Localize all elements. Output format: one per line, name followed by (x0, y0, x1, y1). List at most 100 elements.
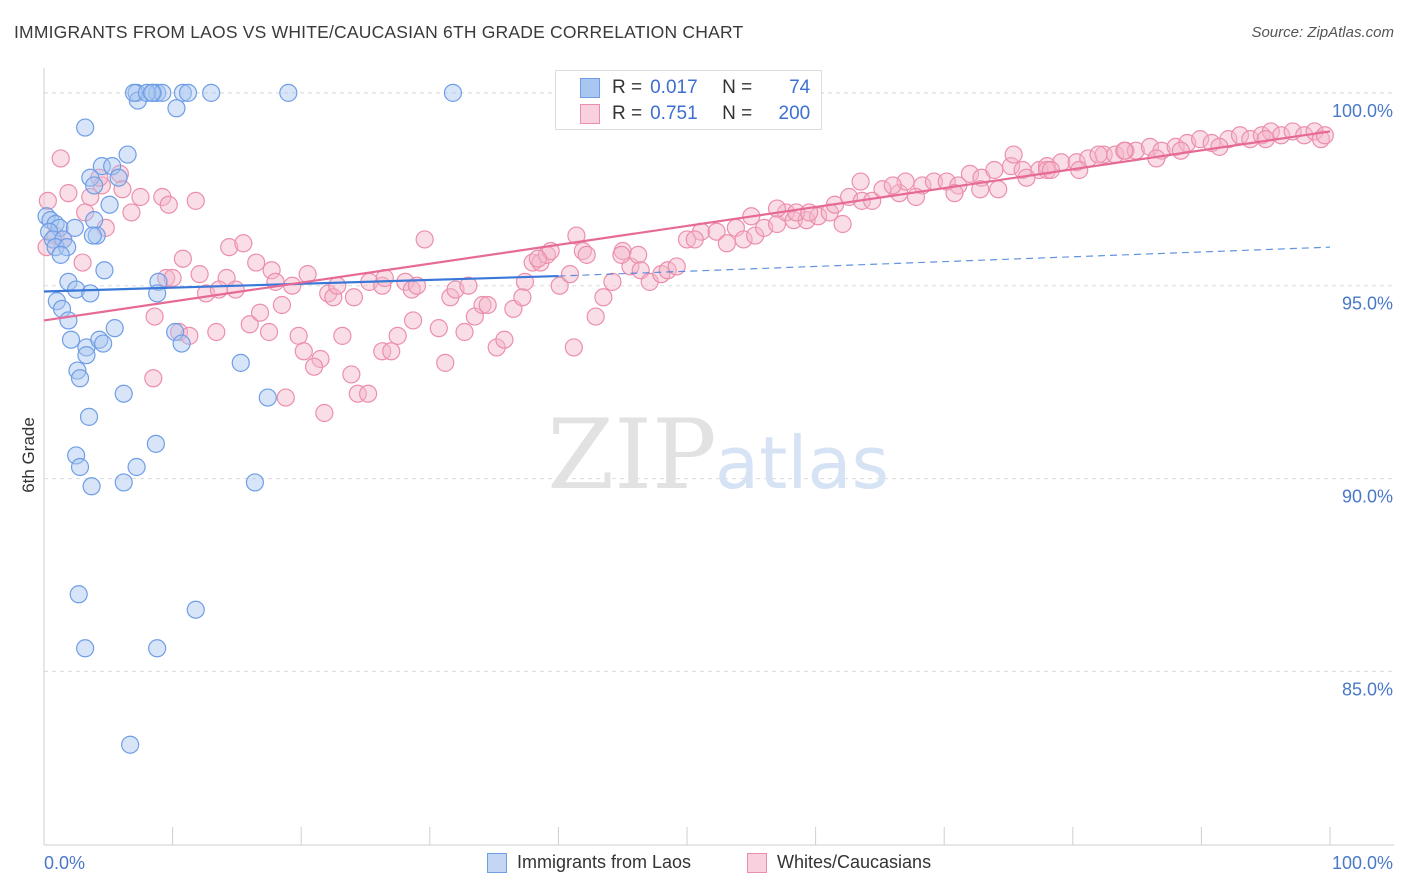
point-whites (945, 184, 964, 203)
stats-n-label: N = (722, 103, 753, 124)
point-whites (59, 184, 78, 203)
point-laos (61, 330, 81, 349)
point-whites (220, 238, 239, 257)
axes (43, 68, 1394, 846)
point-laos (70, 369, 90, 388)
point-whites (144, 369, 163, 388)
point-laos (245, 473, 265, 492)
stats-n-label: N = (722, 77, 753, 98)
point-whites (629, 245, 648, 264)
point-whites (358, 384, 378, 403)
point-whites (250, 303, 270, 322)
point-whites (436, 353, 455, 372)
point-whites (459, 276, 478, 295)
point-laos (231, 353, 250, 372)
point-whites (294, 342, 313, 361)
point-laos (279, 83, 298, 102)
point-laos (114, 384, 133, 403)
stats-swatch-blue (580, 78, 600, 98)
point-whites (259, 322, 279, 342)
point-whites (809, 207, 828, 226)
point-whites (473, 295, 492, 315)
point-whites (247, 253, 266, 272)
tick-labels: 85.0% 90.0% 95.0% 100.0% 0.0% 100.0% (44, 101, 1393, 873)
y-tick-label: 90.0% (1342, 487, 1393, 507)
point-laos (87, 226, 106, 245)
point-whites (207, 322, 226, 342)
point-laos (51, 245, 70, 264)
point-whites (833, 214, 852, 234)
point-laos (118, 145, 137, 164)
trend-lines (43, 130, 1331, 322)
x-tick-label-max: 100.0% (1332, 853, 1393, 873)
point-whites (1171, 141, 1190, 160)
point-laos (76, 639, 95, 658)
point-whites (550, 276, 569, 295)
x-tick-label-min: 0.0% (44, 853, 85, 873)
point-laos (82, 477, 101, 496)
stats-r-value: 0.017 (650, 77, 698, 98)
point-laos (109, 168, 128, 187)
point-laos (172, 334, 191, 353)
stats-r-label: R = (612, 77, 643, 98)
legend-swatch-pink (747, 852, 767, 873)
point-laos (148, 639, 167, 658)
point-whites (1140, 137, 1160, 156)
point-whites (348, 384, 367, 403)
point-whites (304, 357, 324, 376)
point-whites (960, 164, 980, 183)
stats-r-value: 0.751 (650, 103, 698, 124)
point-whites (560, 265, 580, 284)
point-whites (513, 288, 532, 307)
point-whites (289, 326, 308, 345)
point-whites (734, 230, 753, 249)
stats-row-laos: R = 0.017 N = 74 (580, 76, 810, 100)
point-laos (103, 157, 122, 176)
point-whites (478, 295, 497, 315)
point-laos (186, 600, 205, 619)
stats-swatch-pink (580, 104, 600, 124)
point-whites (73, 253, 92, 272)
point-whites (333, 326, 352, 345)
point-whites (1115, 141, 1134, 160)
point-laos (67, 446, 86, 465)
series-immigrants-from-laos (37, 83, 463, 754)
point-laos (153, 83, 172, 102)
point-whites (163, 268, 182, 288)
point-whites (403, 311, 423, 330)
legend-label-whites: Whites/Caucasians (777, 852, 932, 872)
point-whites (159, 195, 178, 214)
point-whites (315, 403, 334, 423)
point-laos (149, 272, 168, 291)
point-laos (95, 261, 114, 280)
point-whites (131, 187, 150, 207)
stats-n-value: 74 (789, 77, 811, 98)
stats-legend: R = 0.017 N = 74 R = 0.751 N = 200 (555, 70, 822, 130)
point-whites (169, 322, 189, 342)
point-laos (92, 157, 111, 176)
y-tick-label: 95.0% (1342, 294, 1393, 314)
point-whites (717, 234, 736, 253)
point-laos (124, 83, 144, 102)
point-whites (190, 265, 209, 284)
point-whites (985, 160, 1004, 180)
point-laos (59, 311, 78, 330)
point-whites (455, 322, 474, 342)
bottom-legend: Immigrants from Laos Whites/Caucasians (0, 848, 1406, 882)
trend-whites (43, 130, 1331, 322)
point-whites (272, 295, 292, 315)
point-laos (100, 195, 119, 214)
point-whites (1001, 157, 1021, 176)
chart-title: IMMIGRANTS FROM LAOS VS WHITE/CAUCASIAN … (14, 22, 744, 42)
point-laos (85, 176, 104, 195)
point-whites (667, 257, 686, 276)
point-laos (202, 83, 221, 102)
watermark: ZIP atlas (547, 399, 889, 511)
point-whites (226, 280, 245, 299)
point-whites (388, 326, 407, 345)
trend-laos-extension (558, 246, 1331, 277)
point-laos (148, 83, 167, 102)
grid-lines (44, 92, 1395, 672)
point-whites (989, 180, 1008, 199)
point-laos (69, 585, 88, 604)
